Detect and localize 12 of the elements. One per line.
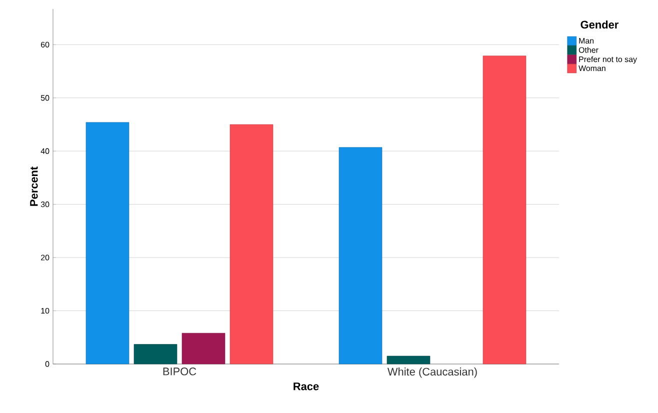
bar <box>86 122 130 364</box>
bar <box>482 56 526 364</box>
legend-title: Gender <box>580 20 618 29</box>
x-tick-label: BIPOC <box>163 368 196 376</box>
bar <box>386 356 430 364</box>
bar <box>134 344 178 364</box>
bar <box>182 332 226 364</box>
y-axis-title: Percent <box>30 166 38 206</box>
bar <box>338 147 382 364</box>
x-tick-label: White (Caucasian) <box>387 368 477 378</box>
bar <box>230 124 274 364</box>
x-axis-title: Race <box>294 382 319 390</box>
